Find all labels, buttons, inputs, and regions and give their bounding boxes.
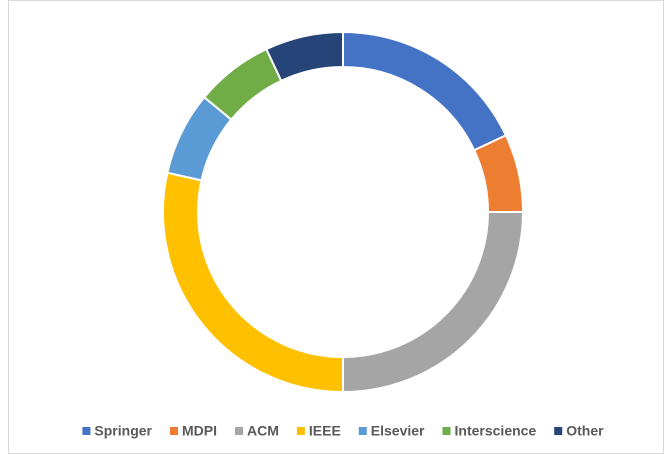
legend-swatch	[442, 427, 451, 435]
legend-label: MDPI	[182, 423, 217, 439]
legend-label: Elsevier	[371, 423, 425, 439]
legend-swatch	[235, 427, 243, 435]
legend-swatch	[170, 427, 178, 435]
legend-label: Other	[566, 423, 604, 439]
legend-label: IEEE	[309, 423, 341, 439]
legend-label: ACM	[247, 423, 279, 439]
legend-swatch	[82, 427, 91, 435]
legend: Springer MDPI ACM IEEE Elsevier Interscience O…	[82, 423, 604, 439]
donut	[162, 30, 525, 394]
legend-swatch	[554, 427, 563, 435]
legend-label: Springer	[94, 423, 152, 439]
legend-swatch	[358, 427, 367, 435]
legend-swatch	[296, 427, 305, 435]
legend-label: Interscience	[455, 423, 537, 439]
donut-segment	[265, 30, 344, 83]
